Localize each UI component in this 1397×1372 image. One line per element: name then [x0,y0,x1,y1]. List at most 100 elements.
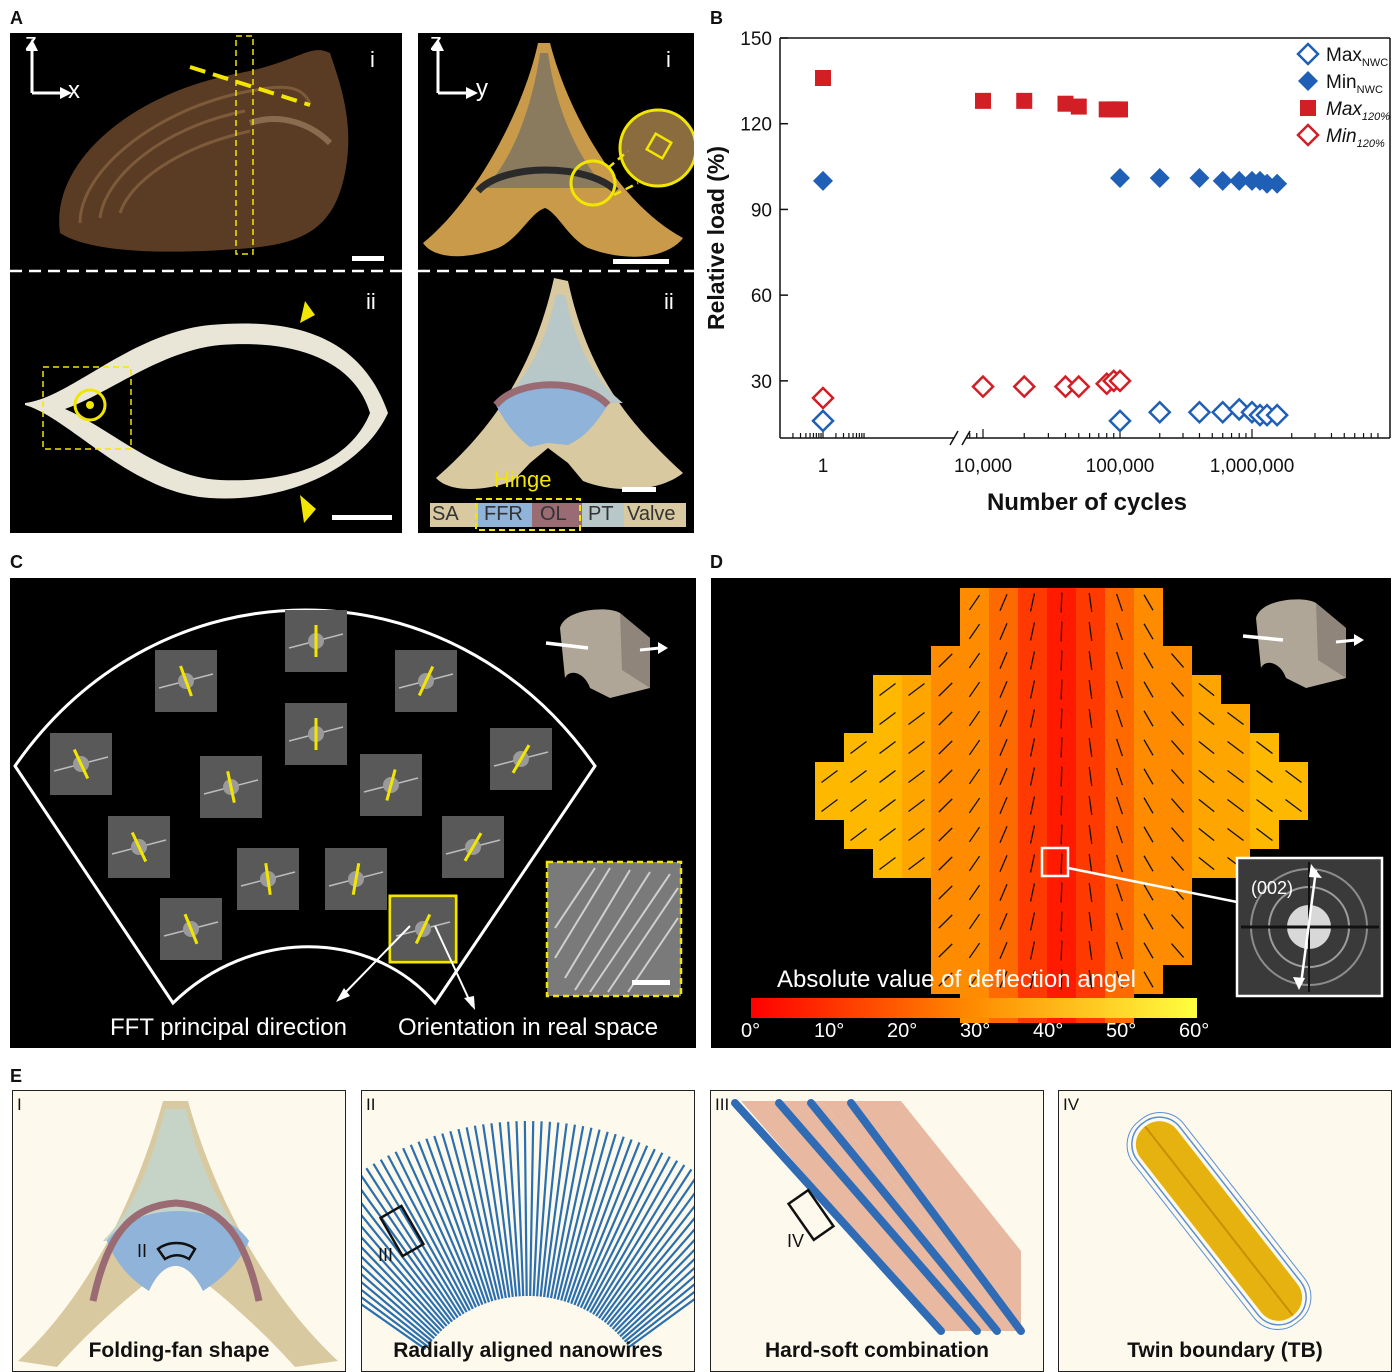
subpanel-roman: IV [1063,1095,1080,1114]
orientation-tick [968,768,981,785]
y-tick-label: 150 [740,29,772,50]
orientation-tick [1060,766,1063,787]
orientation-tick [908,856,925,871]
orientation-tick [1256,740,1273,755]
orientation-tick [1088,622,1093,641]
nanowire [482,1124,511,1298]
data-point [1267,173,1288,194]
principal-direction [351,862,361,896]
orientation-tick [1116,738,1123,757]
orientation-tick [1143,739,1154,756]
orientation-tick [1029,854,1036,873]
orientation-tick [1143,884,1154,901]
nanowire [603,1205,694,1323]
orientation-tick [1060,940,1063,961]
orientation-tick [908,711,925,726]
principal-direction [414,913,432,945]
nanowire [362,1273,435,1340]
orientation-tick [1170,856,1185,871]
data-point [1108,369,1132,393]
nanowire [394,1151,474,1310]
y-tick-label: 90 [751,200,772,221]
nanowire [576,1145,649,1307]
orientation-tick [1029,796,1036,815]
subpanel-roman: III [715,1095,730,1114]
orientation-tick [968,623,981,640]
subpanel-ii-label: ii [664,289,674,314]
nanowire [362,1288,431,1345]
fft-fan-map [13,608,683,1010]
orientation-tick [1170,653,1185,668]
orientation-tick [1170,682,1185,697]
legend-ol: OL [540,503,567,525]
orientation-tick [1088,680,1093,699]
orientation-tick [999,623,1008,640]
orientation-tick [1088,709,1093,728]
orientation-tick [1198,769,1215,784]
nanowire [409,1144,481,1307]
orientation-tick [1143,826,1154,843]
nanowire [362,1246,443,1332]
orientation-tick [1198,827,1215,842]
orientation-tick [1256,798,1273,813]
nanowire [362,1214,451,1325]
orientation-tick [879,740,896,755]
principal-direction [385,769,397,801]
colorbar-tick-label: 60° [1179,1020,1210,1042]
nanowire [539,1122,560,1297]
axis-y-label: y [476,75,488,102]
colorbar-title: Absolute value of deflection angel [777,966,1136,993]
orientation-tick [1116,796,1123,815]
orientation-tick [1116,825,1123,844]
orientation-tick [1088,825,1093,844]
orientation-tick [1060,853,1063,874]
orientation-tick [1143,652,1154,669]
subpanel-i-label: i [666,47,671,72]
orientation-tick [1143,681,1154,698]
orientation-tick [1116,912,1123,931]
panel-e-4: IV Twin boundary (TB) [1058,1090,1392,1372]
data-point [1257,173,1278,194]
data-point [975,92,991,109]
orientation-tick [999,942,1008,959]
x-tick-label: 1,000,000 [1210,456,1295,477]
panel-d: (002) Absolute value of deflection angel… [711,578,1391,1048]
principal-direction [264,862,272,896]
folding-fan-illustration [18,1101,338,1367]
orientation-tick [1170,740,1185,755]
orientation-tick [1060,679,1063,700]
orientation-tick [1198,682,1215,697]
orientation-tick [1029,651,1036,670]
colorbar-tick-label: 30° [960,1020,991,1042]
nanowire [387,1155,471,1311]
nanowire [549,1125,585,1299]
caption: Hard-soft combination [765,1339,989,1362]
orientation-tick [968,739,981,756]
orientation-tick [1170,914,1185,929]
nanowire [498,1122,518,1297]
orientation-tick [1198,740,1215,755]
data-point [811,409,835,433]
nanowire [362,1281,433,1342]
orientation-tick [908,740,925,755]
data-point [1212,170,1233,191]
data-point [1229,170,1250,191]
nanowire [532,1121,543,1297]
data-point [1265,403,1289,427]
axis-x-label: x [68,77,80,104]
data-point [1149,168,1170,188]
nanowire [609,1228,694,1328]
nanowire [566,1136,625,1303]
orientation-tick [1170,943,1185,958]
nanowire [362,1255,440,1335]
nanowire [365,1167,462,1317]
orientation-tick [1143,971,1154,988]
orientation-tick [999,826,1008,843]
axis-z-label: z [430,33,442,56]
orientation-tick [879,827,896,842]
colorbar-tick-label: 20° [887,1020,918,1042]
nanowire [579,1148,656,1309]
data-point [1016,92,1033,109]
nanowire [362,1296,429,1348]
orientation-tick [1170,769,1185,784]
